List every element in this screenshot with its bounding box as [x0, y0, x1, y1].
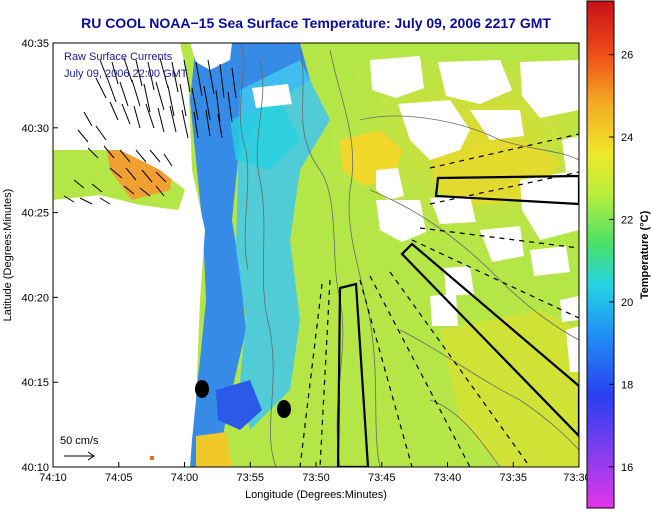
- x-axis: 74:10 74:05 74:00 73:55 73:50 73:45 73:40 73:35…: [39, 462, 591, 484]
- colorbar-tick-label: 26: [621, 50, 633, 62]
- colorbar-tick-label: 22: [621, 214, 633, 226]
- warm-spot-southwest: [196, 432, 232, 467]
- currents-caption: Raw Surface Currents: [64, 51, 173, 63]
- colorbar-tick-label: 18: [621, 379, 633, 391]
- land-long-branch: [190, 43, 232, 70]
- y-axis: 40:35 40:30 40:25 40:20 40:15 40:10: [21, 38, 58, 474]
- sst-map: [53, 43, 579, 467]
- x-tick-label: 73:30: [563, 472, 591, 484]
- x-tick-label: 73:55: [236, 472, 264, 484]
- scale-vector: 50 cm/s: [60, 435, 99, 461]
- x-tick-label: 74:10: [39, 472, 67, 484]
- cyan-patch-north: [230, 100, 300, 170]
- land-new-jersey: [53, 43, 205, 467]
- mooring-marker: [195, 380, 209, 398]
- colorbar-tick-label: 24: [621, 132, 633, 144]
- currents-timestamp: July 09, 2006 22:00 GMT: [64, 68, 188, 80]
- colorbar-label: Temperature (°C): [639, 210, 651, 299]
- y-tick-label: 40:25: [21, 208, 49, 220]
- x-tick-label: 74:00: [171, 472, 199, 484]
- chart-title: RU COOL NOAA−15 Sea Surface Temperature:…: [81, 15, 551, 31]
- bathymetry-contours: [240, 43, 579, 467]
- y-tick-label: 40:10: [21, 462, 49, 474]
- surface-current-vectors: [63, 57, 237, 205]
- x-tick-label: 73:45: [368, 472, 396, 484]
- cloud-mask: [252, 56, 579, 372]
- colorbar-gradient: [586, 0, 615, 509]
- colorbar: 26 24 22 20 18 16 Temperature (°C): [586, 0, 651, 509]
- x-axis-label: Longitude (Degrees:Minutes): [245, 489, 387, 501]
- coast-marker: [150, 456, 154, 460]
- y-tick-label: 40:15: [21, 377, 49, 389]
- x-tick-label: 74:05: [105, 472, 133, 484]
- radar-beam-lines: [299, 133, 579, 467]
- scale-label: 50 cm/s: [60, 435, 99, 447]
- y-tick-label: 40:30: [21, 123, 49, 135]
- survey-boxes: [336, 174, 579, 467]
- x-tick-label: 73:35: [499, 472, 527, 484]
- cold-nearshore-band: [190, 43, 310, 467]
- cold-spot-southwest: [216, 380, 262, 430]
- mooring-marker: [277, 400, 291, 418]
- colorbar-tick-label: 16: [621, 462, 633, 474]
- warm-patch-southeast: [440, 310, 579, 467]
- y-tick-label: 40:20: [21, 292, 49, 304]
- x-tick-label: 73:50: [302, 472, 330, 484]
- colorbar-tick-label: 20: [621, 297, 633, 309]
- x-tick-label: 73:40: [434, 472, 462, 484]
- y-tick-label: 40:35: [21, 38, 49, 50]
- y-axis-label: Latitude (Degrees:Minutes): [2, 189, 14, 322]
